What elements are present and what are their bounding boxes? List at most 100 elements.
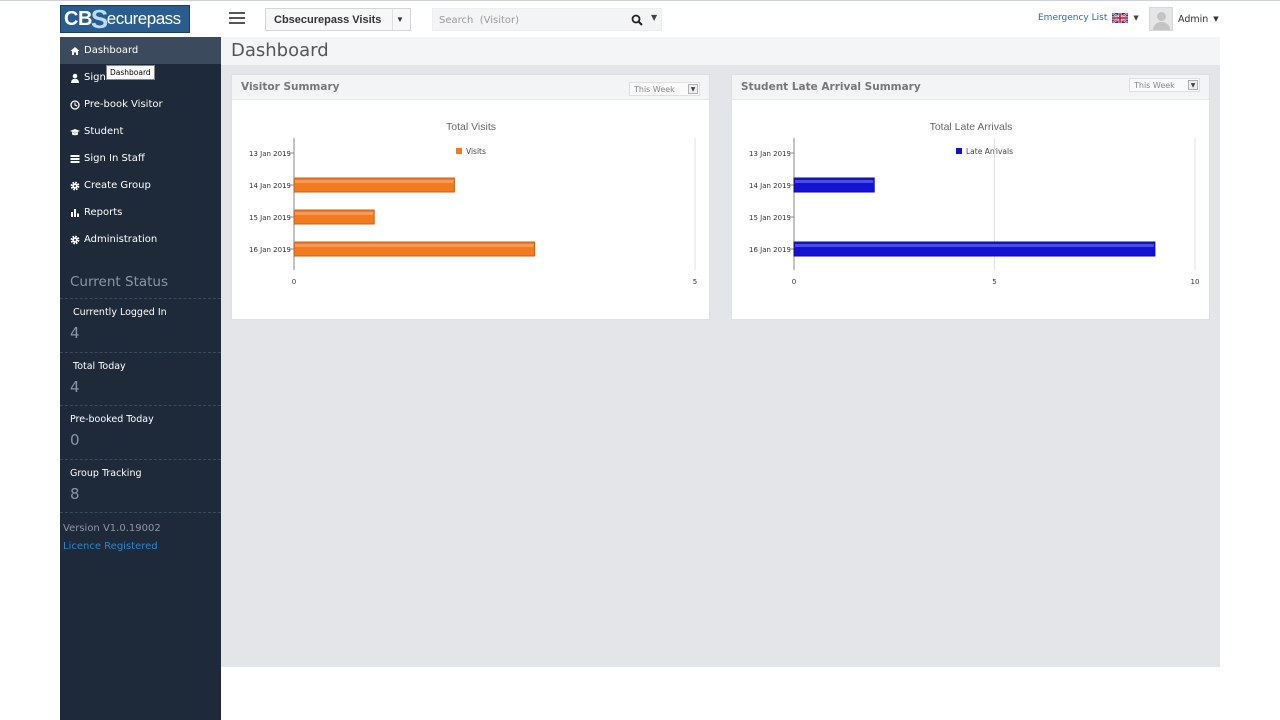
status-value: 4 xyxy=(70,324,80,342)
status-pre-booked-today: Pre-booked Today 0 xyxy=(60,406,221,460)
x-tick-label: 10 xyxy=(1191,278,1200,286)
visits-dropdown[interactable]: Cbsecurepass Visits ▼ xyxy=(265,8,411,31)
sidebar-item-label: Dashboard xyxy=(84,45,139,56)
x-tick-label: 5 xyxy=(992,278,996,286)
version-text: Version V1.0.19002 xyxy=(63,523,161,534)
status-value: 8 xyxy=(70,484,80,503)
y-tick-label: 15 Jan 2019 xyxy=(749,214,791,222)
status-value: 0 xyxy=(70,431,80,449)
sidebar-item-student[interactable]: Student xyxy=(60,118,221,145)
visitor-summary-panel: Visitor Summary This Week ▼ Total Visits… xyxy=(231,74,710,320)
sidebar-item-dashboard[interactable]: Dashboard xyxy=(60,37,221,64)
panel-title: Visitor Summary xyxy=(241,81,340,93)
search-box: ▼ xyxy=(432,8,662,31)
chevron-down-icon: ▼ xyxy=(1133,14,1139,22)
logo-s: S xyxy=(90,3,108,34)
y-tick-label: 16 Jan 2019 xyxy=(249,246,291,254)
emergency-list-label: Emergency List xyxy=(1038,13,1108,23)
y-tick-label: 13 Jan 2019 xyxy=(749,150,791,158)
uk-flag-icon xyxy=(1112,13,1129,23)
status-label: Currently Logged In xyxy=(73,307,167,318)
late-range-select[interactable]: This Week ▼ xyxy=(1129,78,1200,92)
sidebar-item-label: Sign In Staff xyxy=(84,153,145,164)
graduation-cap-icon xyxy=(70,128,80,135)
user-icon xyxy=(71,73,79,83)
status-label: Total Today xyxy=(73,360,126,372)
x-tick-label: 5 xyxy=(693,278,697,286)
y-tick-label: 14 Jan 2019 xyxy=(749,182,791,190)
status-label: Pre-booked Today xyxy=(70,414,154,425)
status-total-today: Total Today 4 xyxy=(60,353,221,406)
user-name: Admin xyxy=(1178,13,1209,25)
visits-chart: Total Visits Visits 0 5 13 Jan 2019 14 Jan 20… xyxy=(249,121,697,286)
sidebar-item-reports[interactable]: Reports xyxy=(60,199,221,226)
y-tick-label: 15 Jan 2019 xyxy=(249,214,291,222)
late-arrival-summary-panel: Student Late Arrival Summary This Week ▼… xyxy=(731,74,1210,320)
sidebar-item-label: Pre-book Visitor xyxy=(84,99,163,110)
current-status-title: Current Status xyxy=(60,266,221,299)
logo-rest: ecurepass xyxy=(106,9,181,28)
status-value: 4 xyxy=(70,377,80,396)
user-menu[interactable]: Admin ▼ xyxy=(1149,7,1219,31)
visitor-range-select[interactable]: This Week ▼ xyxy=(629,82,700,96)
sidebar-item-administration[interactable]: Administration xyxy=(60,226,221,253)
page-header: Dashboard xyxy=(221,37,1220,65)
panel-header: Visitor Summary This Week ▼ xyxy=(232,75,709,100)
search-input[interactable] xyxy=(439,12,619,28)
gear-icon xyxy=(70,181,80,190)
chevron-down-icon: ▼ xyxy=(1213,15,1219,23)
emergency-list-menu[interactable]: Emergency List ▼ xyxy=(1038,13,1139,23)
list-icon xyxy=(70,154,80,163)
legend-swatch xyxy=(956,148,962,154)
visits-dropdown-label: Cbsecurepass Visits xyxy=(274,14,382,26)
sidebar-item-label: Reports xyxy=(84,207,123,218)
chevron-down-icon: ▼ xyxy=(688,84,698,94)
avatar xyxy=(1149,7,1173,31)
gear-icon xyxy=(70,235,80,244)
bar xyxy=(793,177,875,193)
search-icon[interactable] xyxy=(631,14,643,26)
sidebar-item-label: Student xyxy=(84,126,124,137)
legend-label: Visits xyxy=(466,147,486,156)
bar-chart-icon xyxy=(71,208,79,217)
panel-title: Student Late Arrival Summary xyxy=(741,81,921,93)
chart-title: Total Visits xyxy=(446,121,496,133)
status-currently-logged-in: Currently Logged In 4 xyxy=(60,299,221,353)
x-tick-label: 0 xyxy=(292,278,296,286)
bar xyxy=(293,241,536,257)
search-options-caret-icon[interactable]: ▼ xyxy=(651,13,658,22)
range-select-value: This Week xyxy=(634,85,675,94)
sidebar-item-create-group[interactable]: Create Group xyxy=(60,172,221,199)
y-tick-label: 16 Jan 2019 xyxy=(749,246,791,254)
bar xyxy=(293,209,375,225)
page-footer-area xyxy=(221,667,1220,720)
page-title: Dashboard xyxy=(231,40,329,61)
bar-highlight xyxy=(795,180,874,183)
y-tick-label: 14 Jan 2019 xyxy=(249,182,291,190)
chart-title: Total Late Arrivals xyxy=(930,121,1013,133)
legend-swatch xyxy=(456,148,462,154)
chevron-down-icon: ▼ xyxy=(396,15,404,24)
chevron-down-icon: ▼ xyxy=(1188,80,1198,90)
x-tick-label: 0 xyxy=(792,278,796,286)
status-group-tracking: Group Tracking 8 xyxy=(60,460,221,513)
sidebar-item-sign-in-staff[interactable]: Sign In Staff xyxy=(60,145,221,172)
bar xyxy=(293,177,455,193)
late-arrivals-chart: Total Late Arrivals Late Arrivals 0 5 10 13 J… xyxy=(749,121,1200,286)
status-label: Group Tracking xyxy=(70,467,142,479)
bar-highlight xyxy=(295,180,454,183)
sidebar: Dashboard Sign In Visitor Pre-book Visit… xyxy=(60,37,221,720)
clock-icon xyxy=(70,99,80,110)
hamburger-menu-icon[interactable] xyxy=(229,12,245,24)
sidebar-item-pre-book-visitor[interactable]: Pre-book Visitor xyxy=(60,91,221,118)
sidebar-item-label: Administration xyxy=(84,234,158,245)
bar-highlight xyxy=(795,244,1154,247)
licence-link[interactable]: Licence Registered xyxy=(63,541,158,552)
panel-header: Student Late Arrival Summary This Week ▼ xyxy=(732,75,1209,100)
bar-highlight xyxy=(295,212,374,215)
legend-label: Late Arrivals xyxy=(966,147,1013,156)
y-tick-label: 13 Jan 2019 xyxy=(249,150,291,158)
bar xyxy=(793,241,1156,257)
